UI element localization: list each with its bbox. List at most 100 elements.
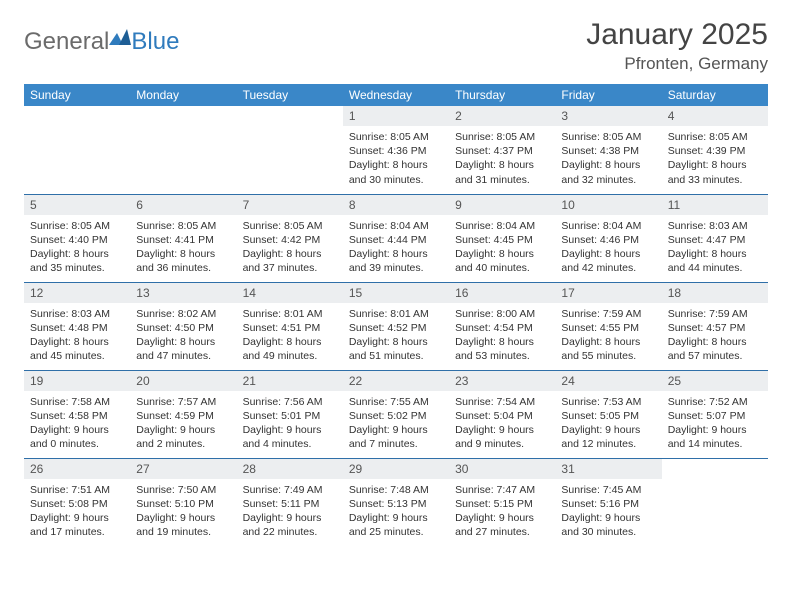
weekday-header: Sunday: [24, 84, 130, 106]
weekday-header: Thursday: [449, 84, 555, 106]
day-details: Sunrise: 8:05 AMSunset: 4:39 PMDaylight:…: [662, 126, 768, 191]
sunset-text: Sunset: 4:45 PM: [455, 233, 549, 247]
day-details: Sunrise: 8:05 AMSunset: 4:38 PMDaylight:…: [555, 126, 661, 191]
day-details: Sunrise: 7:47 AMSunset: 5:15 PMDaylight:…: [449, 479, 555, 544]
sunset-text: Sunset: 4:52 PM: [349, 321, 443, 335]
header: General Blue January 2025 Pfronten, Germ…: [24, 18, 768, 74]
logo-text-blue: Blue: [131, 28, 179, 56]
calendar-day-cell: [662, 458, 768, 546]
day-details: Sunrise: 7:57 AMSunset: 4:59 PMDaylight:…: [130, 391, 236, 456]
day-details: Sunrise: 7:54 AMSunset: 5:04 PMDaylight:…: [449, 391, 555, 456]
sunset-text: Sunset: 5:13 PM: [349, 497, 443, 511]
calendar-day-cell: 1Sunrise: 8:05 AMSunset: 4:36 PMDaylight…: [343, 106, 449, 194]
daylight-text: Daylight: 8 hours and 55 minutes.: [561, 335, 655, 363]
day-number: 18: [662, 283, 768, 303]
calendar-day-cell: 12Sunrise: 8:03 AMSunset: 4:48 PMDayligh…: [24, 282, 130, 370]
sunset-text: Sunset: 4:39 PM: [668, 144, 762, 158]
day-number: 17: [555, 283, 661, 303]
calendar-day-cell: 25Sunrise: 7:52 AMSunset: 5:07 PMDayligh…: [662, 370, 768, 458]
sunset-text: Sunset: 4:47 PM: [668, 233, 762, 247]
sunrise-text: Sunrise: 7:48 AM: [349, 483, 443, 497]
daylight-text: Daylight: 9 hours and 9 minutes.: [455, 423, 549, 451]
daylight-text: Daylight: 8 hours and 42 minutes.: [561, 247, 655, 275]
day-details: Sunrise: 8:00 AMSunset: 4:54 PMDaylight:…: [449, 303, 555, 368]
calendar-day-cell: [237, 106, 343, 194]
calendar-week-row: 5Sunrise: 8:05 AMSunset: 4:40 PMDaylight…: [24, 194, 768, 282]
sunrise-text: Sunrise: 8:05 AM: [561, 130, 655, 144]
sunset-text: Sunset: 4:37 PM: [455, 144, 549, 158]
sunrise-text: Sunrise: 7:45 AM: [561, 483, 655, 497]
sunset-text: Sunset: 5:01 PM: [243, 409, 337, 423]
sunset-text: Sunset: 5:08 PM: [30, 497, 124, 511]
calendar-day-cell: 22Sunrise: 7:55 AMSunset: 5:02 PMDayligh…: [343, 370, 449, 458]
calendar-week-row: 19Sunrise: 7:58 AMSunset: 4:58 PMDayligh…: [24, 370, 768, 458]
sunset-text: Sunset: 4:41 PM: [136, 233, 230, 247]
day-number: 8: [343, 195, 449, 215]
daylight-text: Daylight: 9 hours and 27 minutes.: [455, 511, 549, 539]
calendar-day-cell: 8Sunrise: 8:04 AMSunset: 4:44 PMDaylight…: [343, 194, 449, 282]
daylight-text: Daylight: 8 hours and 49 minutes.: [243, 335, 337, 363]
day-number: 5: [24, 195, 130, 215]
day-details: Sunrise: 8:01 AMSunset: 4:52 PMDaylight:…: [343, 303, 449, 368]
calendar-day-cell: [130, 106, 236, 194]
daylight-text: Daylight: 8 hours and 51 minutes.: [349, 335, 443, 363]
day-details: Sunrise: 8:02 AMSunset: 4:50 PMDaylight:…: [130, 303, 236, 368]
day-number: 23: [449, 371, 555, 391]
sunset-text: Sunset: 5:10 PM: [136, 497, 230, 511]
sunset-text: Sunset: 4:46 PM: [561, 233, 655, 247]
sunrise-text: Sunrise: 7:56 AM: [243, 395, 337, 409]
day-number: 28: [237, 459, 343, 479]
weekday-header: Monday: [130, 84, 236, 106]
calendar-day-cell: 17Sunrise: 7:59 AMSunset: 4:55 PMDayligh…: [555, 282, 661, 370]
sunset-text: Sunset: 4:38 PM: [561, 144, 655, 158]
day-details: Sunrise: 7:48 AMSunset: 5:13 PMDaylight:…: [343, 479, 449, 544]
day-number: 27: [130, 459, 236, 479]
daylight-text: Daylight: 9 hours and 17 minutes.: [30, 511, 124, 539]
calendar-day-cell: 10Sunrise: 8:04 AMSunset: 4:46 PMDayligh…: [555, 194, 661, 282]
calendar-day-cell: 28Sunrise: 7:49 AMSunset: 5:11 PMDayligh…: [237, 458, 343, 546]
calendar-day-cell: 15Sunrise: 8:01 AMSunset: 4:52 PMDayligh…: [343, 282, 449, 370]
sunset-text: Sunset: 5:04 PM: [455, 409, 549, 423]
sunrise-text: Sunrise: 7:59 AM: [668, 307, 762, 321]
sunrise-text: Sunrise: 7:53 AM: [561, 395, 655, 409]
sunrise-text: Sunrise: 8:05 AM: [136, 219, 230, 233]
day-details: Sunrise: 8:04 AMSunset: 4:45 PMDaylight:…: [449, 215, 555, 280]
daylight-text: Daylight: 8 hours and 33 minutes.: [668, 158, 762, 186]
sunset-text: Sunset: 4:50 PM: [136, 321, 230, 335]
day-number: 26: [24, 459, 130, 479]
daylight-text: Daylight: 8 hours and 53 minutes.: [455, 335, 549, 363]
calendar-day-cell: 7Sunrise: 8:05 AMSunset: 4:42 PMDaylight…: [237, 194, 343, 282]
daylight-text: Daylight: 9 hours and 2 minutes.: [136, 423, 230, 451]
day-number: 9: [449, 195, 555, 215]
daylight-text: Daylight: 8 hours and 44 minutes.: [668, 247, 762, 275]
calendar-day-cell: 23Sunrise: 7:54 AMSunset: 5:04 PMDayligh…: [449, 370, 555, 458]
day-details: Sunrise: 7:51 AMSunset: 5:08 PMDaylight:…: [24, 479, 130, 544]
calendar-day-cell: 9Sunrise: 8:04 AMSunset: 4:45 PMDaylight…: [449, 194, 555, 282]
sunset-text: Sunset: 4:55 PM: [561, 321, 655, 335]
daylight-text: Daylight: 8 hours and 31 minutes.: [455, 158, 549, 186]
daylight-text: Daylight: 8 hours and 39 minutes.: [349, 247, 443, 275]
day-number: [130, 106, 236, 126]
day-details: Sunrise: 7:53 AMSunset: 5:05 PMDaylight:…: [555, 391, 661, 456]
logo-text-general: General: [24, 28, 109, 56]
weekday-header: Wednesday: [343, 84, 449, 106]
day-details: Sunrise: 7:58 AMSunset: 4:58 PMDaylight:…: [24, 391, 130, 456]
day-number: 16: [449, 283, 555, 303]
day-details: Sunrise: 7:50 AMSunset: 5:10 PMDaylight:…: [130, 479, 236, 544]
sunset-text: Sunset: 4:42 PM: [243, 233, 337, 247]
sunrise-text: Sunrise: 8:00 AM: [455, 307, 549, 321]
sunrise-text: Sunrise: 7:52 AM: [668, 395, 762, 409]
sunset-text: Sunset: 4:58 PM: [30, 409, 124, 423]
day-number: 29: [343, 459, 449, 479]
weekday-header: Tuesday: [237, 84, 343, 106]
sunset-text: Sunset: 4:51 PM: [243, 321, 337, 335]
sunrise-text: Sunrise: 7:47 AM: [455, 483, 549, 497]
sunset-text: Sunset: 4:36 PM: [349, 144, 443, 158]
day-number: 21: [237, 371, 343, 391]
logo-mark-icon: [109, 24, 131, 52]
day-details: Sunrise: 8:03 AMSunset: 4:48 PMDaylight:…: [24, 303, 130, 368]
calendar-day-cell: 13Sunrise: 8:02 AMSunset: 4:50 PMDayligh…: [130, 282, 236, 370]
day-number: 13: [130, 283, 236, 303]
day-number: 30: [449, 459, 555, 479]
day-details: Sunrise: 8:05 AMSunset: 4:41 PMDaylight:…: [130, 215, 236, 280]
